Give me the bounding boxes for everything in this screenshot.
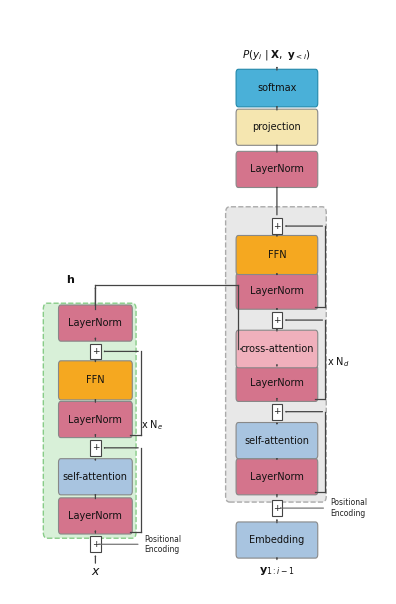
Text: x N$_d$: x N$_d$	[327, 355, 349, 369]
Text: self-attention: self-attention	[63, 472, 128, 482]
Text: LayerNorm: LayerNorm	[250, 472, 304, 482]
FancyBboxPatch shape	[236, 69, 318, 107]
Text: LayerNorm: LayerNorm	[69, 414, 122, 425]
FancyBboxPatch shape	[59, 458, 132, 495]
Bar	[272, 500, 282, 516]
Text: +: +	[273, 222, 281, 231]
Text: Positional
Encoding: Positional Encoding	[330, 498, 367, 518]
Text: projection: projection	[253, 122, 301, 132]
Text: +: +	[91, 347, 99, 356]
Text: x: x	[92, 565, 99, 579]
FancyBboxPatch shape	[236, 330, 318, 368]
Text: FFN: FFN	[268, 250, 286, 260]
Text: Positional
Encoding: Positional Encoding	[145, 535, 182, 554]
Text: cross-attention: cross-attention	[240, 344, 314, 354]
FancyBboxPatch shape	[236, 236, 318, 275]
Bar	[90, 344, 101, 359]
Text: +: +	[273, 407, 281, 416]
Text: self-attention: self-attention	[244, 435, 309, 446]
Text: +: +	[91, 443, 99, 452]
Text: $P(y_i\ |\ \mathbf{X},\ \mathbf{y}_{<i})$: $P(y_i\ |\ \mathbf{X},\ \mathbf{y}_{<i})…	[242, 48, 311, 62]
Text: $\mathbf{y}_{1:i-1}$: $\mathbf{y}_{1:i-1}$	[259, 565, 295, 577]
Text: x N$_e$: x N$_e$	[141, 419, 163, 432]
Text: Embedding: Embedding	[249, 535, 305, 545]
Bar	[90, 440, 101, 455]
Bar	[90, 536, 101, 552]
Text: +: +	[91, 540, 99, 549]
Text: LayerNorm: LayerNorm	[69, 318, 122, 328]
FancyBboxPatch shape	[226, 207, 326, 502]
FancyBboxPatch shape	[59, 361, 132, 400]
FancyBboxPatch shape	[59, 402, 132, 437]
Text: softmax: softmax	[257, 83, 297, 93]
Text: +: +	[273, 315, 281, 324]
FancyBboxPatch shape	[59, 305, 132, 341]
Bar	[272, 218, 282, 234]
Text: LayerNorm: LayerNorm	[250, 378, 304, 388]
Text: FFN: FFN	[86, 375, 105, 385]
FancyBboxPatch shape	[236, 522, 318, 558]
FancyBboxPatch shape	[236, 365, 318, 402]
FancyBboxPatch shape	[43, 303, 136, 538]
FancyBboxPatch shape	[236, 109, 318, 146]
FancyBboxPatch shape	[236, 273, 318, 309]
FancyBboxPatch shape	[236, 423, 318, 458]
Text: +: +	[273, 504, 281, 513]
FancyBboxPatch shape	[59, 498, 132, 534]
Bar	[272, 404, 282, 420]
Text: LayerNorm: LayerNorm	[250, 164, 304, 175]
Bar	[272, 312, 282, 328]
FancyBboxPatch shape	[236, 152, 318, 187]
Text: LayerNorm: LayerNorm	[69, 511, 122, 521]
Text: LayerNorm: LayerNorm	[250, 286, 304, 296]
Text: h: h	[66, 275, 74, 284]
FancyBboxPatch shape	[236, 458, 318, 495]
